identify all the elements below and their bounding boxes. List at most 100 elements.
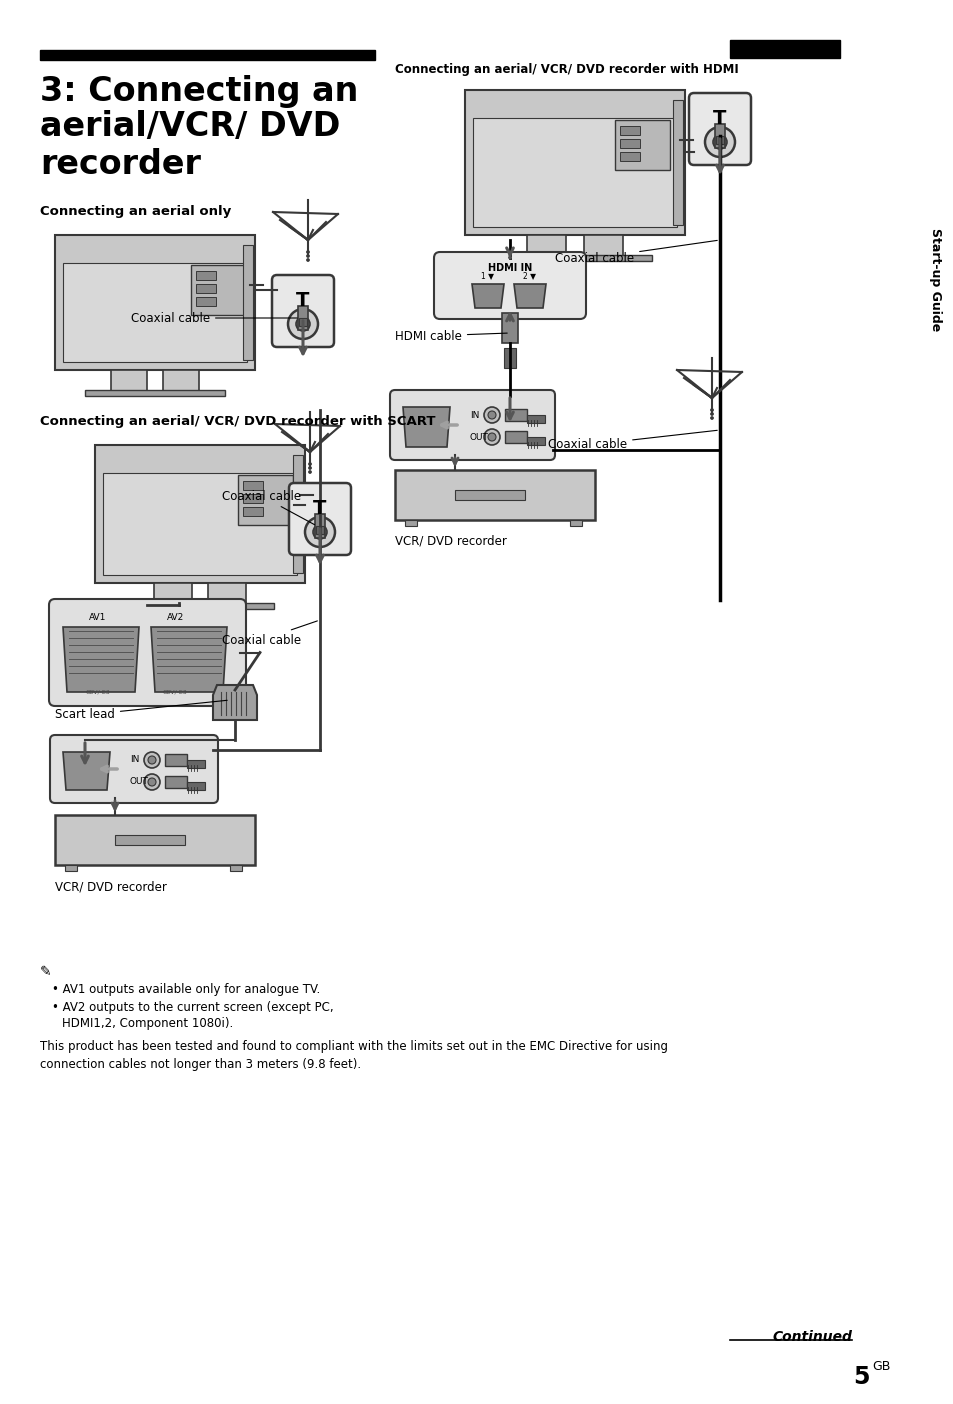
Bar xyxy=(153,583,192,605)
Text: • AV1 outputs available only for analogue TV.: • AV1 outputs available only for analogu… xyxy=(52,983,320,995)
Text: Connecting an aerial only: Connecting an aerial only xyxy=(40,205,231,218)
Bar xyxy=(243,507,262,517)
Text: T: T xyxy=(713,108,726,128)
Polygon shape xyxy=(63,628,139,692)
Text: Scart lead: Scart lead xyxy=(55,701,227,722)
FancyBboxPatch shape xyxy=(289,483,351,555)
Circle shape xyxy=(483,407,499,423)
Bar xyxy=(165,754,187,767)
Text: connection cables not longer than 3 meters (9.8 feet).: connection cables not longer than 3 mete… xyxy=(40,1059,361,1071)
Bar xyxy=(298,317,307,326)
Bar xyxy=(618,152,639,161)
Bar xyxy=(314,514,325,538)
Bar xyxy=(230,865,242,870)
Bar xyxy=(237,475,293,525)
Bar xyxy=(504,409,526,421)
Bar xyxy=(163,371,199,392)
Bar xyxy=(672,100,682,225)
Bar xyxy=(187,782,205,790)
Circle shape xyxy=(295,317,310,331)
Bar xyxy=(195,284,215,293)
Text: C8V/-E3: C8V/-E3 xyxy=(85,689,110,695)
Text: Coaxial cable: Coaxial cable xyxy=(222,621,317,646)
Text: Coaxial cable: Coaxial cable xyxy=(547,430,717,452)
Text: IN: IN xyxy=(470,410,478,420)
Text: HDMI IN: HDMI IN xyxy=(487,263,532,272)
Circle shape xyxy=(712,135,726,149)
Bar xyxy=(473,118,677,227)
Bar xyxy=(40,51,375,60)
Circle shape xyxy=(710,409,713,411)
Circle shape xyxy=(306,258,309,261)
Text: OUT: OUT xyxy=(130,778,149,786)
Circle shape xyxy=(308,466,312,469)
Circle shape xyxy=(306,250,309,254)
Bar xyxy=(526,416,544,423)
Circle shape xyxy=(710,413,713,416)
Bar xyxy=(729,39,840,58)
Bar xyxy=(455,490,524,500)
Polygon shape xyxy=(151,628,227,692)
Text: HDMI cable: HDMI cable xyxy=(395,330,507,343)
Text: VCR/ DVD recorder: VCR/ DVD recorder xyxy=(395,535,506,548)
Text: HDMI1,2, Component 1080i).: HDMI1,2, Component 1080i). xyxy=(62,1016,233,1031)
Bar xyxy=(195,298,215,306)
Bar xyxy=(95,445,305,583)
Bar xyxy=(526,234,566,257)
FancyBboxPatch shape xyxy=(49,600,246,706)
Circle shape xyxy=(308,470,312,473)
Circle shape xyxy=(488,432,496,441)
Bar xyxy=(115,835,185,845)
Circle shape xyxy=(488,411,496,418)
Bar xyxy=(315,526,324,534)
Bar xyxy=(111,371,147,392)
Bar xyxy=(526,437,544,445)
Bar xyxy=(569,519,581,526)
Text: AV2: AV2 xyxy=(167,612,184,622)
Polygon shape xyxy=(472,284,503,307)
Bar xyxy=(187,760,205,768)
Bar xyxy=(501,313,517,343)
Bar xyxy=(497,256,651,261)
Text: 2 ▼: 2 ▼ xyxy=(523,271,536,281)
Text: • AV2 outputs to the current screen (except PC,: • AV2 outputs to the current screen (exc… xyxy=(52,1001,334,1014)
Text: aerial/VCR/ DVD: aerial/VCR/ DVD xyxy=(40,110,340,143)
Bar xyxy=(614,119,669,170)
Bar xyxy=(243,482,262,490)
Text: C8V/-E3: C8V/-E3 xyxy=(163,689,188,695)
Text: Coaxial cable: Coaxial cable xyxy=(222,490,314,525)
Text: Coaxial cable: Coaxial cable xyxy=(131,312,297,324)
Text: Continued: Continued xyxy=(771,1330,851,1344)
Bar xyxy=(395,470,595,519)
Text: T: T xyxy=(296,291,310,309)
Bar xyxy=(243,494,262,503)
Text: VCR/ DVD recorder: VCR/ DVD recorder xyxy=(55,880,167,893)
Text: 3: Connecting an: 3: Connecting an xyxy=(40,74,358,108)
Bar xyxy=(297,306,308,330)
Circle shape xyxy=(148,755,156,764)
Circle shape xyxy=(288,309,317,338)
Text: AV1: AV1 xyxy=(89,612,106,622)
Bar xyxy=(716,136,723,145)
Bar xyxy=(55,814,254,865)
Bar xyxy=(618,139,639,147)
Text: Start-up Guide: Start-up Guide xyxy=(928,229,942,331)
Bar xyxy=(195,271,215,279)
Bar xyxy=(464,90,684,234)
Bar xyxy=(583,234,622,257)
Polygon shape xyxy=(63,753,110,790)
Circle shape xyxy=(313,525,327,539)
Text: OUT: OUT xyxy=(470,432,488,441)
Bar xyxy=(85,390,225,396)
Text: recorder: recorder xyxy=(40,147,201,181)
Bar xyxy=(714,124,724,147)
Text: Connecting an aerial/ VCR/ DVD recorder with HDMI: Connecting an aerial/ VCR/ DVD recorder … xyxy=(395,63,738,76)
FancyBboxPatch shape xyxy=(390,390,555,461)
Text: GB: GB xyxy=(871,1360,889,1373)
Bar xyxy=(243,246,253,359)
Circle shape xyxy=(306,254,309,257)
Bar xyxy=(618,126,639,135)
Circle shape xyxy=(148,778,156,786)
FancyBboxPatch shape xyxy=(434,251,585,319)
Text: This product has been tested and found to compliant with the limits set out in t: This product has been tested and found t… xyxy=(40,1040,667,1053)
